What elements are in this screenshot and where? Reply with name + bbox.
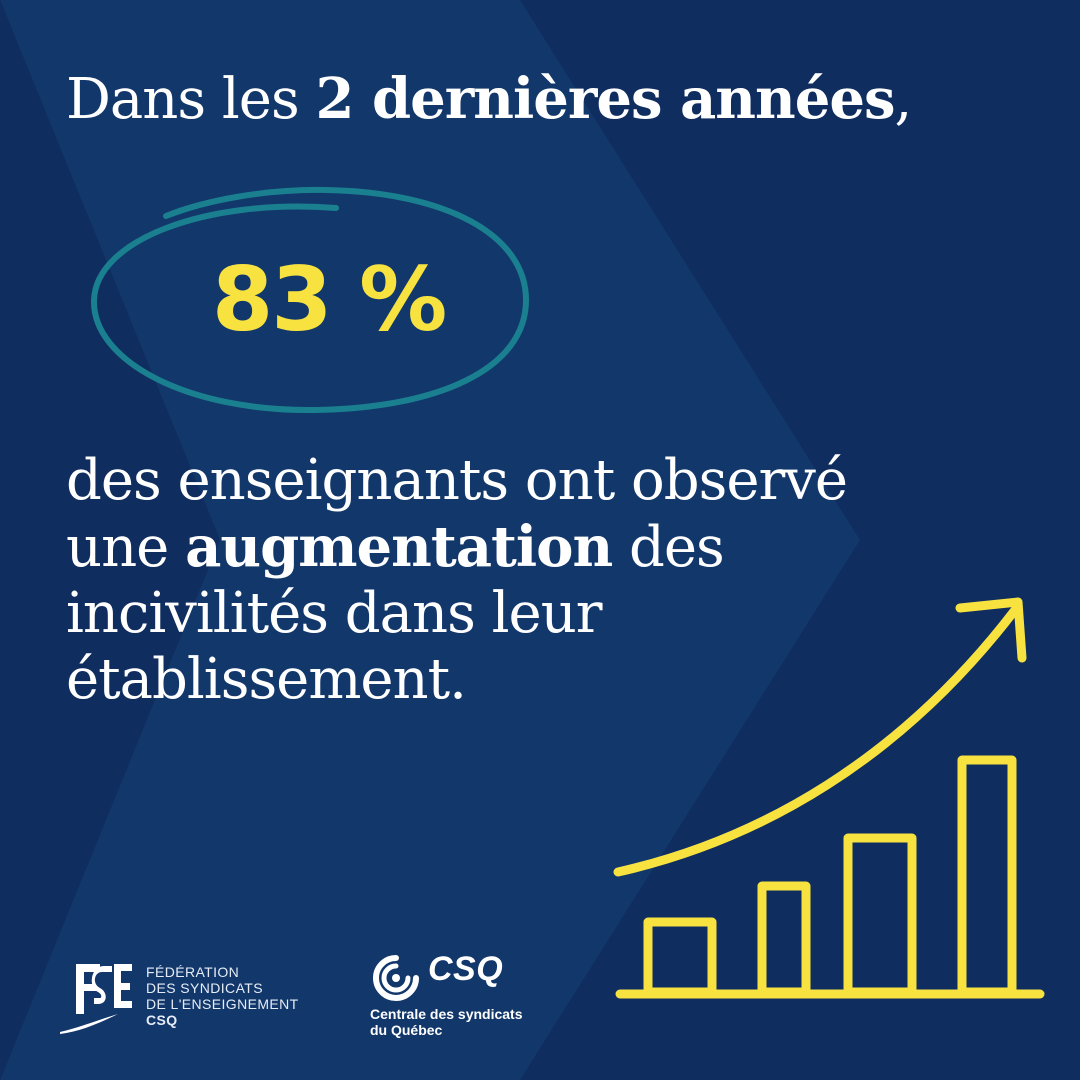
fse-line-1: FÉDÉRATION [146, 964, 240, 980]
body-line-2-suffix: des [612, 515, 725, 580]
csq-swirl-icon [373, 955, 419, 1001]
csq-logo-mark: CSQ [428, 950, 504, 988]
bar-chart-growth-icon [613, 597, 1045, 999]
headline: Dans les 2 dernières années, [66, 66, 913, 133]
fse-logo-icon [60, 964, 132, 1034]
fse-line-3: DE L'ENSEIGNEMENT [146, 996, 299, 1012]
headline-suffix: , [894, 67, 913, 132]
trend-arrow-icon [613, 605, 1020, 877]
fse-line-4: CSQ [146, 1012, 178, 1028]
headline-prefix: Dans les [66, 67, 316, 132]
body-line-2: une augmentation des [66, 514, 966, 581]
body-line-3: incivilités dans leur [66, 581, 603, 646]
fse-line-2: DES SYNDICATS [146, 980, 263, 996]
headline-emphasis: 2 dernières années [315, 66, 895, 132]
body-emphasis: augmentation [185, 514, 613, 580]
csq-logo-text: Centrale des syndicats du Québec [370, 1006, 523, 1038]
csq-line-1: Centrale des syndicats [370, 1006, 523, 1022]
circled-highlight [90, 186, 530, 414]
csq-line-2: du Québec [370, 1022, 443, 1038]
body-line-4: établissement. [66, 647, 467, 712]
body-line-2-prefix: une [66, 515, 186, 580]
body-text: des enseignants ont observé une augmenta… [66, 448, 966, 713]
stat-percentage: 83 % [212, 248, 447, 351]
fse-logo-text: FÉDÉRATION DES SYNDICATS DE L'ENSEIGNEME… [146, 964, 299, 1028]
body-line-1: des enseignants ont observé [66, 448, 848, 513]
